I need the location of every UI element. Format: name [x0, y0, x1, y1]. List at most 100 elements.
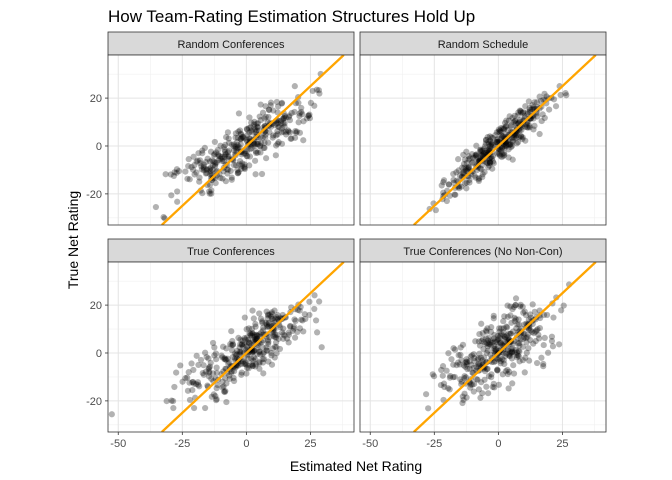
- data-point: [260, 355, 268, 363]
- data-point: [495, 128, 502, 135]
- data-point: [479, 390, 486, 397]
- data-point: [502, 334, 509, 341]
- data-point: [460, 151, 467, 158]
- data-point: [248, 332, 256, 339]
- data-point: [468, 352, 476, 359]
- data-point: [533, 327, 540, 334]
- data-point: [524, 109, 531, 116]
- data-point: [262, 131, 269, 138]
- data-point: [479, 330, 486, 337]
- data-point: [293, 128, 300, 135]
- data-point: [230, 147, 238, 154]
- data-point: [263, 347, 270, 354]
- y-tick-label: -20: [86, 396, 102, 408]
- chart-title: How Team-Rating Estimation Structures Ho…: [108, 7, 475, 26]
- data-point: [429, 371, 436, 378]
- data-point: [498, 128, 505, 135]
- data-point: [227, 167, 234, 174]
- data-point: [536, 335, 543, 342]
- data-point: [475, 338, 482, 345]
- data-point: [511, 134, 518, 141]
- data-point: [254, 332, 261, 339]
- data-point: [291, 83, 298, 90]
- data-point: [225, 135, 232, 142]
- data-point: [464, 365, 471, 373]
- x-tick-label: -25: [426, 438, 442, 450]
- data-point: [281, 112, 288, 120]
- data-point: [163, 398, 170, 405]
- data-point: [256, 113, 263, 120]
- data-point: [265, 323, 273, 330]
- data-point: [506, 368, 513, 375]
- data-point: [508, 355, 516, 362]
- data-point: [459, 399, 466, 407]
- data-point: [208, 157, 216, 164]
- data-point: [531, 99, 538, 106]
- data-point: [300, 118, 307, 125]
- data-point: [256, 358, 263, 366]
- data-point: [526, 357, 533, 364]
- data-point: [463, 159, 470, 167]
- data-point: [230, 141, 238, 148]
- data-point: [257, 149, 264, 156]
- data-point: [540, 341, 547, 349]
- data-point: [287, 135, 294, 142]
- data-point: [271, 354, 278, 361]
- data-point: [185, 156, 192, 163]
- data-point: [562, 89, 569, 97]
- data-point: [242, 361, 249, 368]
- data-point: [450, 179, 457, 186]
- data-point: [265, 338, 272, 346]
- data-point: [487, 339, 494, 346]
- data-point: [259, 318, 266, 325]
- y-tick-label: 0: [96, 348, 102, 360]
- data-point: [486, 145, 494, 152]
- data-point: [264, 347, 271, 354]
- data-point: [548, 333, 556, 340]
- data-point: [494, 150, 501, 157]
- data-point: [509, 345, 516, 352]
- data-point: [462, 165, 470, 172]
- data-point: [292, 128, 299, 135]
- data-point: [291, 316, 298, 323]
- data-point: [533, 99, 541, 106]
- data-point: [476, 330, 483, 338]
- data-point: [254, 123, 261, 130]
- data-point: [194, 379, 202, 386]
- data-point: [209, 339, 217, 347]
- data-point: [222, 375, 229, 382]
- data-point: [508, 319, 515, 326]
- data-point: [193, 352, 200, 359]
- data-point: [168, 192, 175, 199]
- data-point: [168, 397, 175, 404]
- data-point: [498, 325, 505, 332]
- data-point: [504, 366, 511, 374]
- data-point: [500, 142, 508, 150]
- data-point: [455, 352, 462, 359]
- data-point: [257, 351, 264, 358]
- data-point: [509, 134, 516, 141]
- data-point: [455, 156, 462, 163]
- data-point: [516, 348, 523, 355]
- data-point: [237, 136, 245, 143]
- data-point: [297, 303, 304, 311]
- data-point: [481, 143, 489, 150]
- data-point: [247, 124, 254, 131]
- data-point: [223, 380, 230, 387]
- data-point: [278, 140, 286, 147]
- data-point: [248, 127, 255, 134]
- data-point: [491, 335, 498, 342]
- data-point: [461, 375, 468, 382]
- data-point: [269, 134, 276, 141]
- data-point: [494, 367, 501, 374]
- data-point: [199, 370, 206, 377]
- data-point: [440, 380, 448, 387]
- data-point: [460, 168, 468, 175]
- data-point: [479, 357, 486, 364]
- data-point: [250, 357, 257, 364]
- data-point: [229, 337, 236, 345]
- data-point: [199, 190, 206, 197]
- data-point: [275, 139, 282, 146]
- data-point: [185, 163, 192, 170]
- x-tick-label: -50: [362, 438, 378, 450]
